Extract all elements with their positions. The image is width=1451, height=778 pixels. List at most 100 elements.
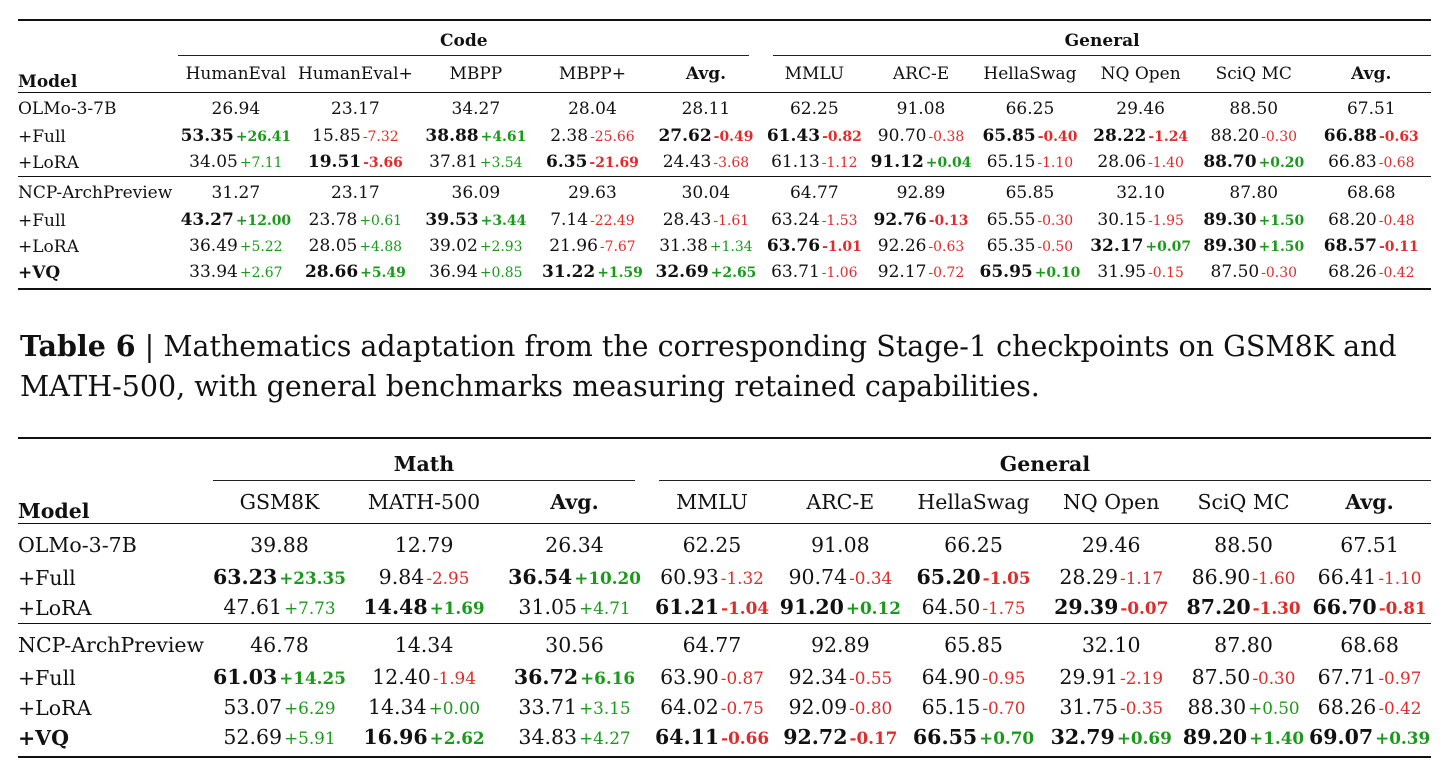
score-delta: -0.15 <box>1148 265 1184 281</box>
score-delta: -0.70 <box>982 698 1026 718</box>
score-value: 62.25 <box>682 532 742 557</box>
score-delta: -0.30 <box>1252 668 1296 688</box>
math-adaptation-table: Model Math General GSM8K MATH-500 Avg. MMLU ARC… <box>18 437 1431 758</box>
score-delta: +1.34 <box>709 239 753 255</box>
score-delta: +0.20 <box>1258 155 1305 171</box>
score-value: 28.22 <box>1093 126 1147 146</box>
caption-label: Table 6 <box>20 329 136 363</box>
value-cell: 62.25 <box>646 523 778 563</box>
value-cell: 23.17 <box>293 92 418 124</box>
score-delta: -1.01 <box>822 239 862 255</box>
value-cell: 23.17 <box>293 176 418 208</box>
score-delta: +2.62 <box>429 728 485 748</box>
value-cell: 37.81 +3.54 <box>417 150 534 177</box>
score-value: 68.57 <box>1323 236 1378 256</box>
score-value: 91.20 <box>779 595 844 619</box>
table-row: +LoRA 36.49 +5.22 28.05 +4.88 39.02 +2.93 21.96… <box>18 234 1431 260</box>
value-cell: 66.41 -1.10 <box>1308 563 1431 593</box>
value-cell: 64.50 -1.75 <box>904 593 1044 624</box>
score-value: 63.23 <box>213 565 278 589</box>
score-value: 68.20 <box>1328 210 1377 230</box>
score-delta: -1.60 <box>1252 568 1296 588</box>
table-row: +Full 61.03 +14.25 12.40 -1.94 36.72 +6.16 63.9… <box>18 663 1431 693</box>
score-delta: -1.95 <box>1148 213 1184 229</box>
caption-text: | Mathematics adaptation from the corres… <box>20 330 1397 403</box>
model-name-cell: +Full <box>18 565 76 590</box>
score-value: 67.51 <box>1346 99 1396 119</box>
value-cell: 53.35 +26.41 <box>178 124 293 150</box>
value-cell: 66.25 <box>974 92 1086 124</box>
column-header: MBPP+ <box>558 64 626 84</box>
score-delta: -0.97 <box>1378 668 1422 688</box>
value-cell: 28.29 -1.17 <box>1044 563 1179 593</box>
score-delta: -2.19 <box>1120 668 1164 688</box>
score-delta: -0.30 <box>1261 129 1297 145</box>
score-value: 34.83 <box>518 725 578 749</box>
score-delta: -0.87 <box>720 668 764 688</box>
value-cell: 92.09 -0.80 <box>777 693 903 723</box>
score-delta: +7.11 <box>239 155 283 171</box>
score-delta: +3.44 <box>480 213 527 229</box>
value-cell: 90.70 -0.38 <box>867 124 974 150</box>
value-cell: 64.77 <box>761 176 868 208</box>
column-group-header: General <box>761 19 1431 56</box>
column-group-header: Code <box>178 19 762 56</box>
column-group-label: General <box>773 31 1431 56</box>
score-value: 88.70 <box>1203 152 1257 172</box>
score-delta: -0.75 <box>720 698 764 718</box>
column-header: ARC-E <box>806 490 875 514</box>
score-delta: +6.29 <box>284 698 336 718</box>
column-header: SciQ MC <box>1215 64 1292 84</box>
score-delta: -0.17 <box>849 728 898 748</box>
column-group-header: Math <box>213 437 647 481</box>
score-value: 23.17 <box>331 99 380 119</box>
value-cell: 91.20 +0.12 <box>777 593 903 624</box>
score-value: 65.85 <box>944 632 1003 657</box>
table-row: OLMo-3-7B 39.88 12.79 26.34 62.25 91.08 66.25 2… <box>18 523 1431 563</box>
score-value: 65.95 <box>979 262 1033 282</box>
score-value: 69.07 <box>1308 725 1374 749</box>
score-value: 65.85 <box>1005 183 1055 203</box>
value-cell: 91.08 <box>867 92 975 124</box>
score-value: 60.93 <box>660 565 719 589</box>
column-header: Avg. <box>1351 64 1392 84</box>
score-value: 32.10 <box>1081 632 1141 657</box>
score-value: 92.76 <box>873 210 927 230</box>
column-header: Avg. <box>685 64 727 84</box>
score-delta: -3.68 <box>713 155 750 171</box>
column-group-label: Code <box>178 31 750 56</box>
score-value: 62.25 <box>789 99 839 119</box>
score-delta: +5.22 <box>239 239 283 255</box>
score-delta: -0.40 <box>1037 129 1078 145</box>
score-delta: -1.12 <box>821 155 858 171</box>
score-value: 61.21 <box>654 595 720 619</box>
score-value: 66.70 <box>1312 595 1377 619</box>
column-header: NQ Open <box>1062 490 1160 514</box>
score-delta: +0.61 <box>359 213 403 229</box>
score-delta: -0.68 <box>1378 155 1415 171</box>
score-value: 92.26 <box>877 236 927 256</box>
value-cell: 87.80 <box>1178 623 1309 663</box>
value-cell: 90.74 -0.34 <box>777 563 903 593</box>
score-value: 87.80 <box>1229 183 1279 203</box>
code-adaptation-table: Model Code General HumanEval HumanEval+ MBPP M… <box>18 19 1431 290</box>
score-value: 31.75 <box>1059 695 1119 719</box>
value-cell: 31.05 +4.71 <box>502 593 647 624</box>
score-delta: -21.69 <box>589 155 639 171</box>
score-value: 68.26 <box>1328 262 1377 282</box>
value-cell: 68.20 -0.48 <box>1312 208 1431 234</box>
score-delta: -1.05 <box>982 568 1031 588</box>
value-cell: 65.15 -1.10 <box>975 150 1086 177</box>
score-value: 53.07 <box>223 695 283 719</box>
value-cell: 87.80 <box>1195 176 1312 208</box>
value-cell: 63.24 -1.53 <box>761 208 867 234</box>
value-cell: 36.72 +6.16 <box>502 663 647 693</box>
score-delta: -1.75 <box>982 598 1026 618</box>
value-cell: 32.10 <box>1043 623 1179 663</box>
score-delta: +0.04 <box>925 155 972 171</box>
score-value: 92.72 <box>783 725 848 749</box>
score-delta: -0.66 <box>721 728 770 748</box>
score-value: 6.35 <box>546 152 588 172</box>
score-delta: +0.85 <box>479 265 523 281</box>
score-value: 65.15 <box>986 152 1036 172</box>
